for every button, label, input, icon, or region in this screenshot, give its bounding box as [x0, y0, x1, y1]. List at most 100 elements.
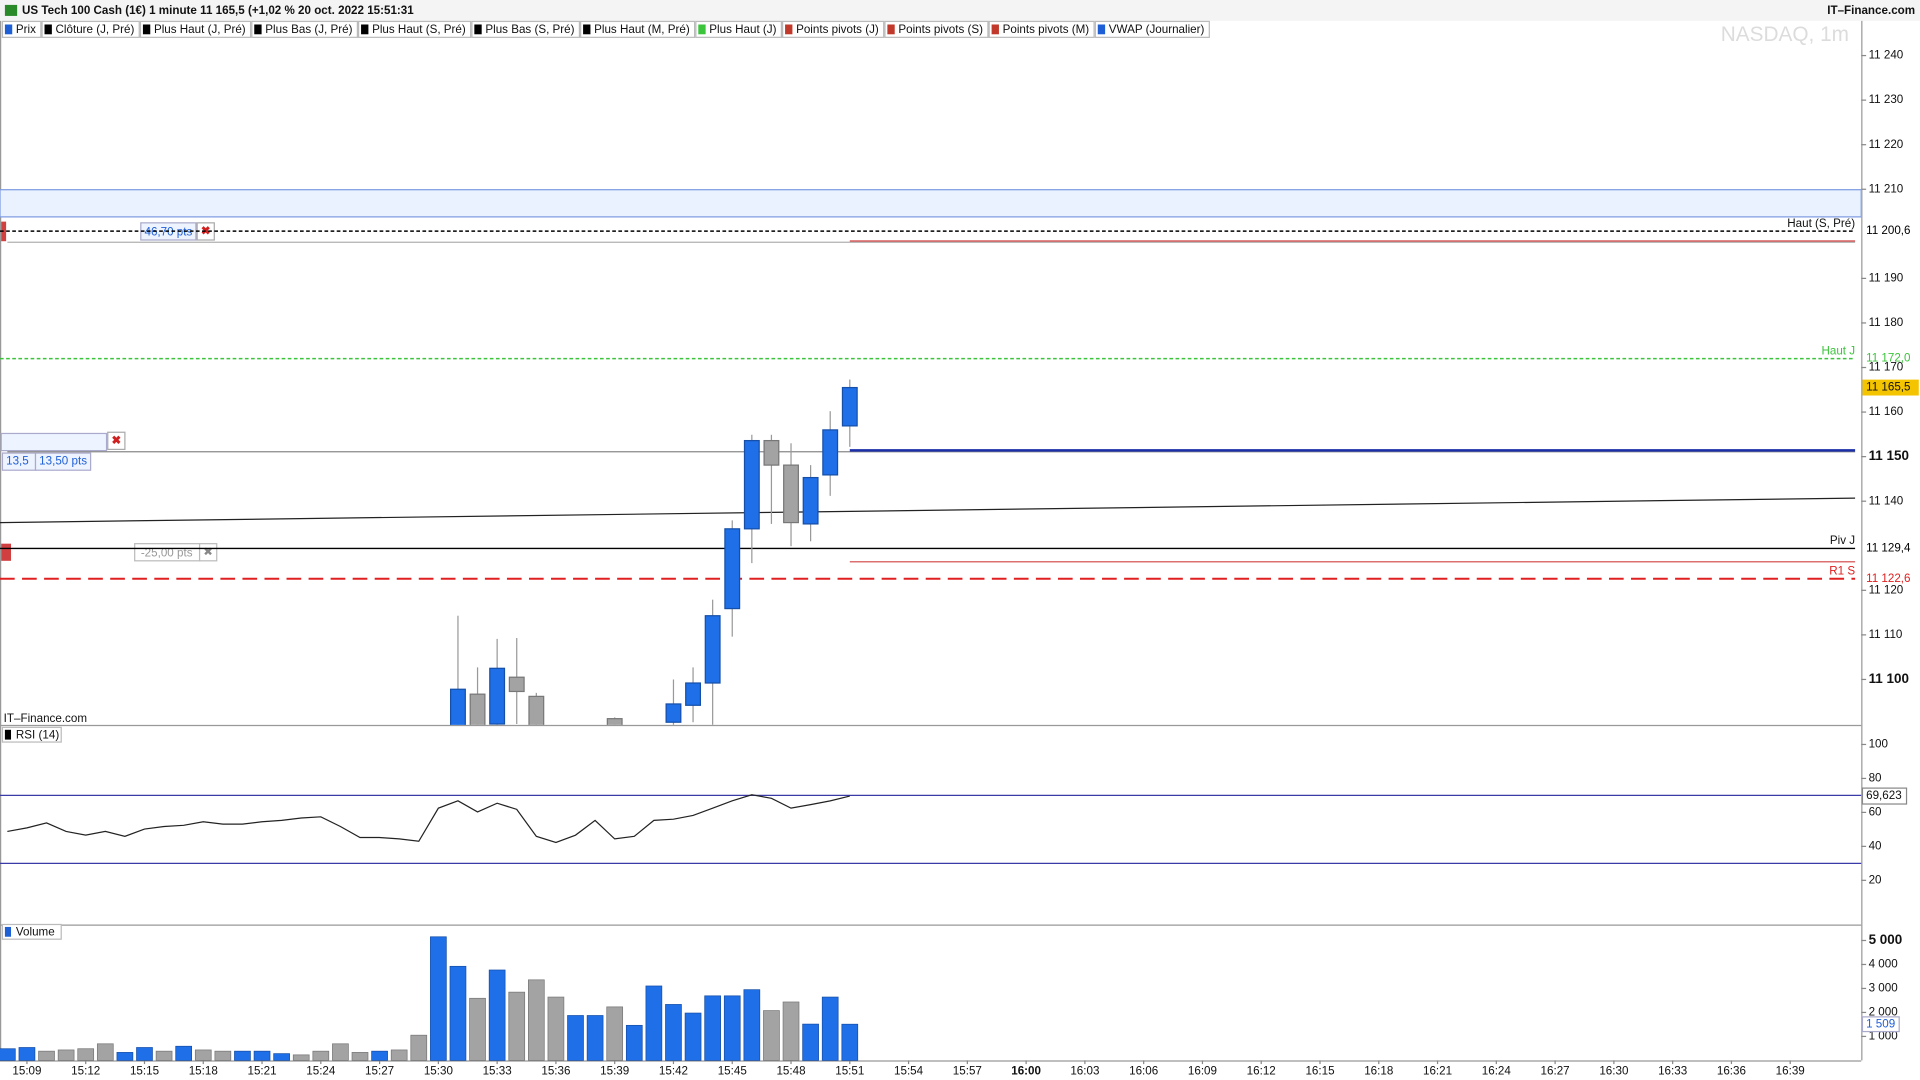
- volume-bar: [234, 1050, 251, 1061]
- x-tick-label: 16:21: [1423, 1065, 1452, 1078]
- x-tick-label: 15:33: [483, 1065, 512, 1078]
- x-tick-label: 15:15: [130, 1065, 159, 1078]
- legend-button[interactable]: [580, 20, 696, 38]
- legend-button[interactable]: [884, 20, 989, 38]
- volume-bar: [57, 1049, 75, 1061]
- y-tick-label: 11 180: [1869, 316, 1904, 329]
- legend-button[interactable]: [41, 20, 140, 38]
- rsi-tick-label: 40: [1869, 839, 1882, 852]
- legend-button[interactable]: [782, 20, 885, 38]
- level-tag: [1862, 570, 1919, 587]
- rsi-marker: [1861, 787, 1908, 805]
- legend-button[interactable]: [139, 20, 252, 38]
- order-label: 13,50 pts: [39, 455, 87, 468]
- x-tick-label: 15:45: [718, 1065, 747, 1078]
- legend-button[interactable]: [988, 20, 1095, 38]
- level-value: 11 122,6: [1866, 572, 1910, 585]
- candle-body: [489, 667, 506, 725]
- order-close-icon: ✖: [203, 545, 213, 558]
- legend-label: Plus Haut (J): [709, 23, 776, 36]
- overlay: Prix Clôture (J, Pré) Plus Haut (J, Pré) Pl…: [0, 20, 1919, 1078]
- volume-bar: [273, 1053, 290, 1061]
- legend-swatch: [44, 24, 52, 35]
- volume-tick-label: 3 000: [1869, 982, 1899, 995]
- volume-tick-label: 4 000: [1869, 958, 1899, 971]
- volume-bar: [18, 1047, 36, 1061]
- volume-bar: [606, 1006, 624, 1061]
- rsi-marker-label: 69,623: [1866, 789, 1902, 802]
- x-tick-label: 16:30: [1599, 1065, 1629, 1078]
- candle-body: [508, 676, 525, 693]
- legend-button[interactable]: [695, 20, 783, 38]
- legend-button[interactable]: [1094, 20, 1210, 38]
- x-tick-label: 15:21: [247, 1065, 276, 1078]
- volume-bar: [175, 1045, 193, 1061]
- y-tick-label: 11 240: [1869, 49, 1904, 62]
- source: IT–Finance.com: [4, 712, 87, 725]
- legend-label: Plus Haut (S, Pré): [372, 23, 466, 36]
- volume-bar: [0, 1048, 16, 1061]
- order-close[interactable]: [107, 431, 126, 450]
- app-icon: [4, 4, 18, 16]
- legend-label: Points pivots (M): [1003, 23, 1090, 36]
- order-handle[interactable]: [1, 543, 12, 561]
- volume-bar: [214, 1050, 232, 1061]
- legend-swatch: [991, 24, 999, 35]
- candle-body: [822, 429, 839, 476]
- order-close-icon: ✖: [111, 434, 121, 447]
- pane-title-swatch: [4, 926, 12, 937]
- legend-swatch: [142, 24, 151, 35]
- y-tick-label: 11 230: [1869, 93, 1904, 106]
- legend-button[interactable]: [471, 20, 581, 38]
- volume-bar: [96, 1043, 114, 1061]
- volume-bar: [194, 1049, 212, 1061]
- volume-bar: [704, 995, 721, 1061]
- volume-bar: [782, 1001, 800, 1061]
- x-tick-label: 16:00: [1011, 1065, 1041, 1078]
- level-tag: [1862, 350, 1919, 367]
- legend-label: Plus Haut (J, Pré): [154, 23, 246, 36]
- level-value: 11 172,0: [1866, 352, 1911, 365]
- candle-body: [685, 682, 702, 706]
- legend-swatch: [887, 24, 895, 35]
- x-tick-label: 15:42: [659, 1065, 688, 1078]
- legend-button[interactable]: [358, 20, 472, 38]
- volume-bar: [116, 1052, 134, 1061]
- candle-body: [469, 693, 486, 725]
- candle-body: [665, 703, 682, 723]
- x-tick-label: 16:39: [1776, 1065, 1805, 1078]
- watermark: NASDAQ, 1m: [1721, 23, 1849, 46]
- legend-button[interactable]: [251, 20, 359, 38]
- order-handle[interactable]: [0, 432, 108, 452]
- volume-bar: [508, 991, 526, 1061]
- legend-swatch: [4, 24, 13, 35]
- level-name: Piv J: [1830, 534, 1855, 547]
- pane-title-swatch: [4, 729, 12, 740]
- volume-bar: [253, 1050, 271, 1061]
- title-bar: [0, 0, 1920, 21]
- order-box[interactable]: [34, 452, 92, 471]
- order-handle[interactable]: [1, 221, 7, 242]
- x-tick-label: 16:06: [1129, 1065, 1158, 1078]
- level-name: Haut (S, Pré): [1787, 217, 1855, 230]
- y-tick-label: 11 110: [1869, 628, 1903, 641]
- y-tick-label: 11 170: [1869, 361, 1904, 374]
- volume-bar: [841, 1023, 859, 1061]
- pane-title: RSI (14): [16, 728, 59, 741]
- x-tick-label: 15:51: [835, 1065, 864, 1078]
- legend-label: Plus Bas (S, Pré): [485, 23, 574, 36]
- legend-swatch: [361, 24, 369, 35]
- y-tick-label: 11 120: [1869, 583, 1904, 596]
- x-tick-label: 16:03: [1070, 1065, 1099, 1078]
- volume-bar: [723, 995, 741, 1061]
- y-tick-label: 11 210: [1869, 182, 1904, 195]
- x-tick-label: 15:27: [365, 1065, 394, 1078]
- volume-bar: [645, 985, 663, 1061]
- volume-bar: [743, 989, 761, 1061]
- volume-bar: [488, 969, 506, 1061]
- legend-label: Points pivots (S): [898, 23, 983, 36]
- legend-label: Prix: [16, 23, 36, 36]
- highlight-band: [0, 189, 1862, 218]
- pane-title-box: [1, 923, 62, 940]
